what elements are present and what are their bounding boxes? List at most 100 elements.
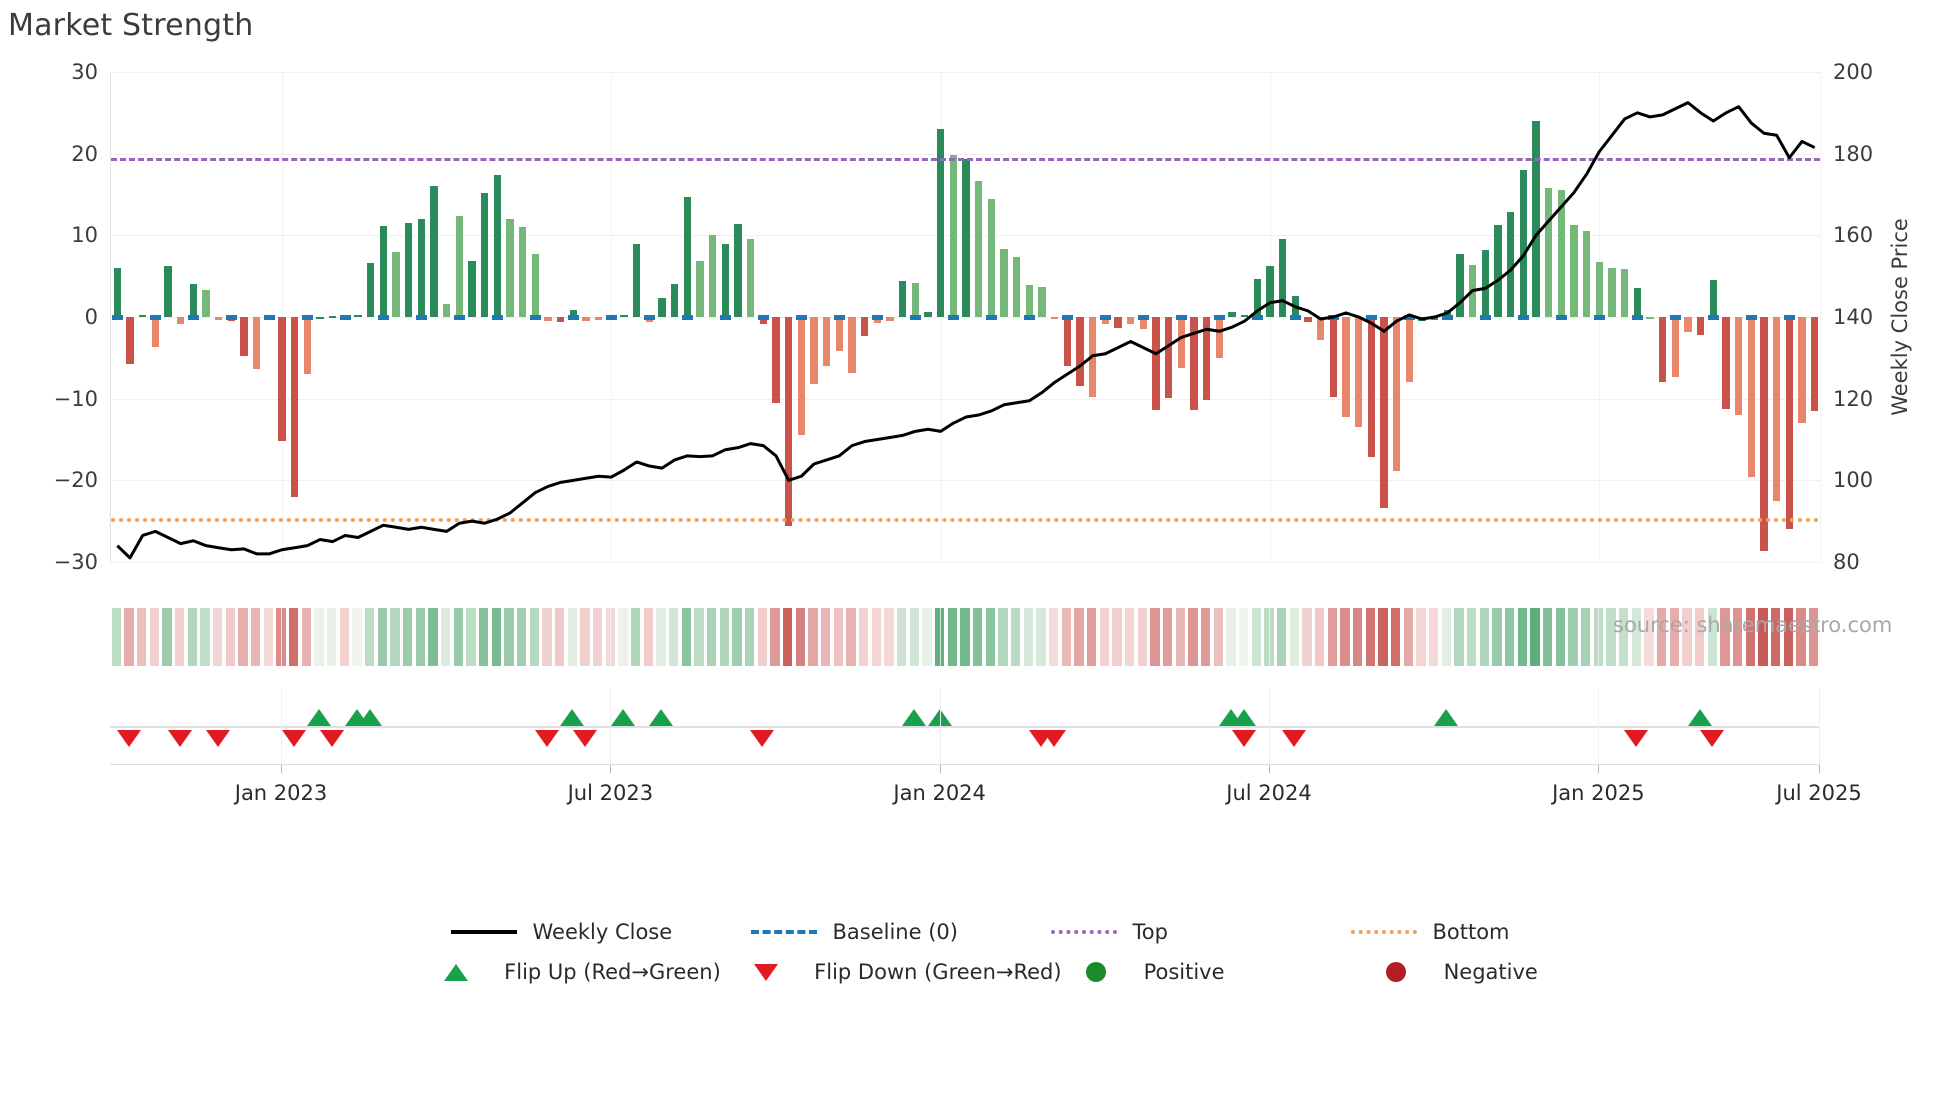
strength-bar xyxy=(1127,317,1135,325)
gridline-y xyxy=(111,153,1820,155)
gridline-y xyxy=(111,72,1820,73)
strength-bar xyxy=(202,290,210,317)
strength-bar xyxy=(1304,317,1312,322)
strength-bar xyxy=(1051,317,1059,320)
strength-bar xyxy=(1595,262,1603,317)
heat-cell xyxy=(833,608,843,666)
flip-down-marker xyxy=(1282,730,1307,747)
heat-cell xyxy=(592,608,603,666)
heat-cell xyxy=(1390,608,1401,666)
strength-bar xyxy=(1355,317,1363,428)
heat-cell xyxy=(744,608,755,666)
legend-item[interactable]: Positive xyxy=(1062,960,1362,984)
baseline-dash xyxy=(1594,314,1605,320)
strength-bar xyxy=(861,317,869,336)
strength-bar xyxy=(1583,231,1591,317)
strength-bar xyxy=(1785,317,1793,530)
legend-item-label: Negative xyxy=(1443,960,1538,984)
strength-bar xyxy=(772,317,780,403)
heat-cell xyxy=(1644,608,1654,666)
baseline-dash xyxy=(1442,314,1453,320)
heat-cell xyxy=(795,608,805,666)
strength-bar xyxy=(823,317,831,366)
circle-icon xyxy=(1062,962,1130,982)
heat-cell xyxy=(516,608,527,666)
x-axis-tick-mark xyxy=(1269,765,1270,773)
strength-bar xyxy=(379,225,387,317)
strength-bar xyxy=(1545,187,1553,317)
heat-cell xyxy=(1783,608,1793,666)
heat-cell xyxy=(1352,608,1363,666)
legend-item[interactable]: Flip Up (Red→Green) xyxy=(422,960,732,984)
baseline-dash xyxy=(1252,314,1263,320)
heat-cell xyxy=(630,608,641,666)
legend-item[interactable]: Bottom xyxy=(1350,920,1510,944)
flip-baseline xyxy=(110,726,1820,728)
legend-item[interactable]: Negative xyxy=(1362,960,1538,984)
heat-cell xyxy=(1010,608,1021,666)
heat-cell xyxy=(1656,608,1667,666)
dashed-line-icon-glyph xyxy=(751,930,818,934)
heat-cell xyxy=(1504,608,1515,666)
heat-cell xyxy=(174,608,185,666)
gridline-x xyxy=(1598,608,1600,666)
baseline-dash xyxy=(1784,314,1795,320)
y-axis-right-tick: 120 xyxy=(1833,386,1874,411)
heat-cell xyxy=(1124,608,1135,666)
baseline-dash xyxy=(112,314,123,320)
baseline-dash xyxy=(492,314,503,320)
gridline-x xyxy=(281,689,282,765)
baseline-dash xyxy=(1100,314,1111,320)
legend-item[interactable]: Baseline (0) xyxy=(750,920,1050,944)
legend-item-label: Weekly Close xyxy=(532,920,673,944)
heat-cell xyxy=(111,608,121,666)
heat-cell xyxy=(1517,608,1527,666)
strength-bar xyxy=(620,314,628,317)
strength-bar xyxy=(1177,317,1185,368)
heat-cell xyxy=(352,608,362,666)
flip-down-marker xyxy=(573,730,597,747)
heat-cell xyxy=(1479,608,1489,666)
heat-cell xyxy=(1669,608,1679,666)
legend-item[interactable]: Flip Down (Green→Red) xyxy=(732,960,1062,984)
heat-cell xyxy=(200,608,210,666)
strength-bar xyxy=(557,317,565,322)
strength-bar xyxy=(151,317,159,348)
x-axis-tick-mark xyxy=(1598,765,1600,773)
baseline-dash xyxy=(1670,314,1681,320)
heat-cell xyxy=(1745,608,1755,666)
heat-cell xyxy=(1593,608,1603,666)
heat-cell xyxy=(554,608,565,666)
strength-bar xyxy=(924,312,932,317)
circle-icon-glyph xyxy=(1085,962,1106,982)
bottom-reference-line xyxy=(111,517,1820,522)
strength-bar xyxy=(1367,317,1375,457)
baseline-dash xyxy=(226,314,237,320)
heat-cell xyxy=(1796,608,1806,666)
strength-bar xyxy=(329,316,337,318)
strength-bar xyxy=(1101,317,1109,324)
heat-cell xyxy=(339,608,349,666)
heat-cell xyxy=(656,608,666,666)
heat-cell xyxy=(415,608,425,666)
legend-item[interactable]: Top xyxy=(1050,920,1350,944)
strength-bar xyxy=(1684,317,1692,332)
strength-bar xyxy=(937,129,945,317)
strength-bar xyxy=(1507,212,1515,317)
heat-cell xyxy=(187,608,197,666)
gridline-x xyxy=(940,72,942,562)
heat-cell xyxy=(263,608,273,666)
strength-bar xyxy=(544,317,552,322)
heat-cell xyxy=(1441,608,1451,666)
baseline-dash xyxy=(1024,314,1035,320)
heat-cell xyxy=(1314,608,1325,666)
baseline-dash xyxy=(834,314,845,320)
flip-marker-row xyxy=(110,688,1820,764)
heat-cell xyxy=(643,608,653,666)
strength-bar xyxy=(747,238,755,317)
heat-cell xyxy=(149,608,159,666)
legend-item[interactable]: Weekly Close xyxy=(450,920,750,944)
strength-bar xyxy=(405,223,413,317)
strength-bar xyxy=(1494,224,1502,317)
strength-bar xyxy=(1190,317,1198,411)
